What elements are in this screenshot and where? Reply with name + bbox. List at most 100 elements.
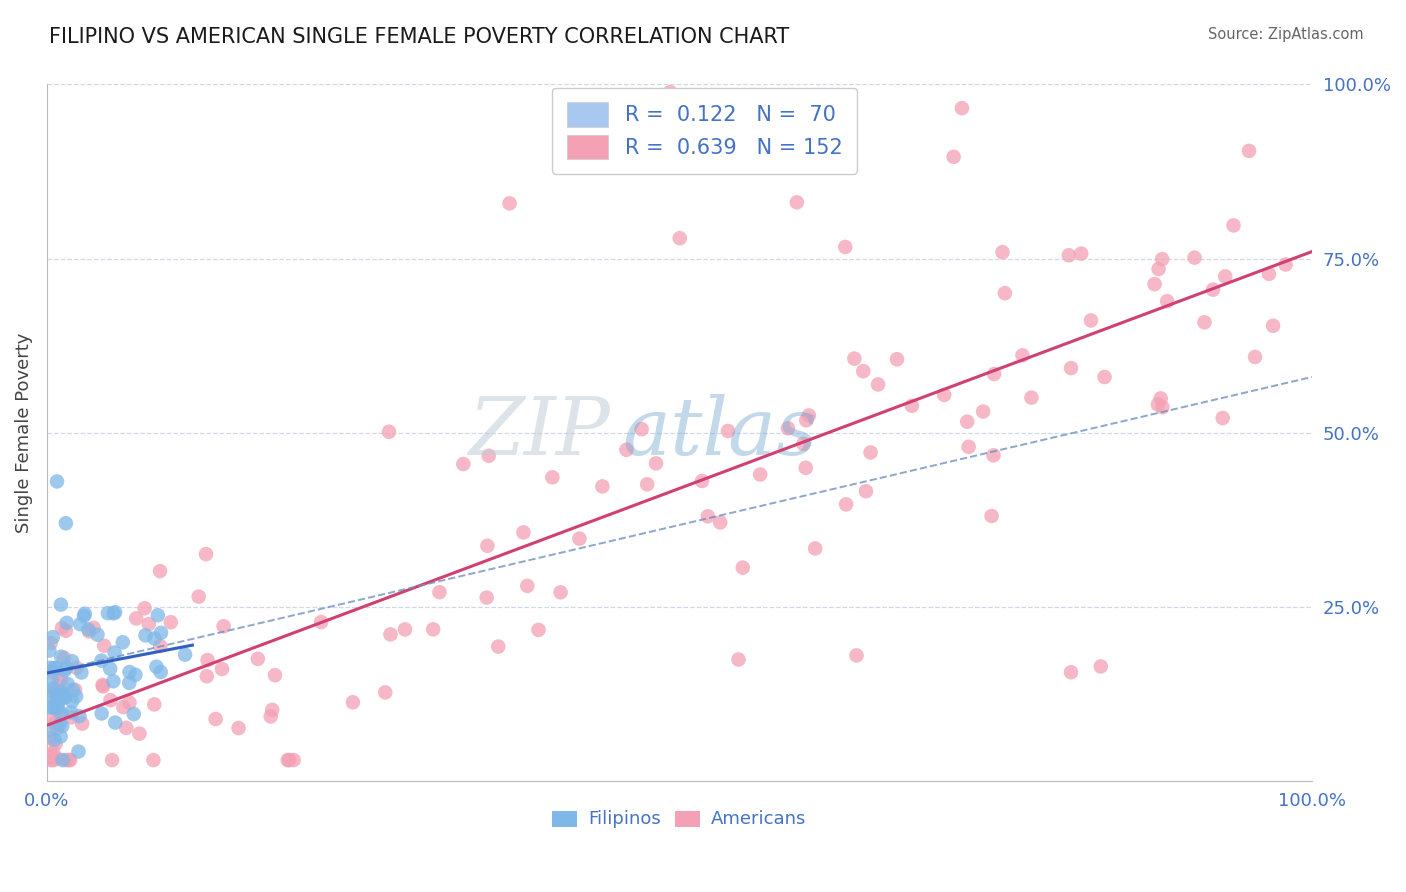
- Point: [86, 627, 108, 641]
- Point: [65, 690, 87, 704]
- Point: [278, 753, 301, 767]
- Point: [844, 351, 866, 366]
- Point: [142, 753, 165, 767]
- Point: [512, 525, 534, 540]
- Point: [859, 445, 882, 459]
- Point: [378, 425, 401, 439]
- Point: [104, 715, 127, 730]
- Point: [794, 413, 817, 427]
- Point: [792, 437, 814, 451]
- Point: [118, 696, 141, 710]
- Point: [1060, 361, 1083, 376]
- Point: [59, 753, 82, 767]
- Point: [60, 694, 83, 708]
- Point: [101, 753, 124, 767]
- Point: [55, 753, 77, 767]
- Point: [149, 639, 172, 653]
- Point: [62, 682, 84, 697]
- Point: [1094, 370, 1116, 384]
- Point: [52, 687, 75, 701]
- Point: [60, 654, 83, 668]
- Point: [1156, 294, 1178, 309]
- Point: [41, 672, 63, 686]
- Point: [103, 674, 125, 689]
- Point: [118, 665, 141, 679]
- Point: [48, 674, 70, 689]
- Point: [835, 497, 858, 511]
- Point: [44, 712, 66, 726]
- Point: [128, 726, 150, 740]
- Point: [1213, 269, 1236, 284]
- Point: [42, 745, 65, 759]
- Point: [97, 606, 120, 620]
- Point: [868, 377, 890, 392]
- Point: [51, 719, 73, 733]
- Point: [39, 748, 62, 763]
- Point: [1152, 400, 1174, 414]
- Point: [103, 607, 125, 621]
- Point: [709, 516, 731, 530]
- Point: [91, 678, 114, 692]
- Point: [1202, 283, 1225, 297]
- Point: [1070, 246, 1092, 260]
- Point: [1143, 277, 1166, 292]
- Point: [636, 477, 658, 491]
- Point: [42, 701, 65, 715]
- Point: [195, 547, 218, 561]
- Point: [277, 753, 299, 767]
- Point: [66, 661, 89, 675]
- Point: [262, 703, 284, 717]
- Legend: Filipinos, Americans: Filipinos, Americans: [547, 804, 813, 833]
- Point: [776, 421, 799, 435]
- Point: [104, 646, 127, 660]
- Point: [41, 665, 63, 680]
- Point: [886, 352, 908, 367]
- Point: [197, 653, 219, 667]
- Point: [70, 665, 93, 680]
- Point: [1080, 313, 1102, 327]
- Point: [957, 440, 980, 454]
- Point: [1021, 391, 1043, 405]
- Point: [93, 639, 115, 653]
- Point: [90, 706, 112, 721]
- Point: [49, 709, 72, 723]
- Point: [804, 541, 827, 556]
- Point: [174, 648, 197, 662]
- Point: [56, 677, 79, 691]
- Point: [645, 456, 668, 470]
- Point: [134, 628, 156, 642]
- Point: [934, 388, 956, 402]
- Point: [956, 415, 979, 429]
- Point: [1184, 251, 1206, 265]
- Point: [63, 682, 86, 697]
- Point: [187, 590, 209, 604]
- Point: [1274, 258, 1296, 272]
- Point: [731, 560, 754, 574]
- Point: [115, 721, 138, 735]
- Point: [60, 710, 83, 724]
- Point: [143, 632, 166, 646]
- Point: [478, 449, 501, 463]
- Point: [44, 661, 66, 675]
- Point: [45, 751, 67, 765]
- Point: [972, 404, 994, 418]
- Point: [44, 715, 66, 730]
- Point: [39, 690, 62, 704]
- Point: [52, 690, 75, 705]
- Point: [46, 721, 69, 735]
- Point: [90, 654, 112, 668]
- Point: [124, 668, 146, 682]
- Point: [786, 195, 808, 210]
- Point: [100, 693, 122, 707]
- Point: [991, 245, 1014, 260]
- Point: [55, 624, 77, 638]
- Point: [727, 652, 749, 666]
- Point: [149, 564, 172, 578]
- Point: [1057, 248, 1080, 262]
- Point: [39, 636, 62, 650]
- Point: [58, 753, 80, 767]
- Point: [51, 673, 73, 687]
- Point: [104, 605, 127, 619]
- Point: [195, 669, 218, 683]
- Point: [69, 709, 91, 723]
